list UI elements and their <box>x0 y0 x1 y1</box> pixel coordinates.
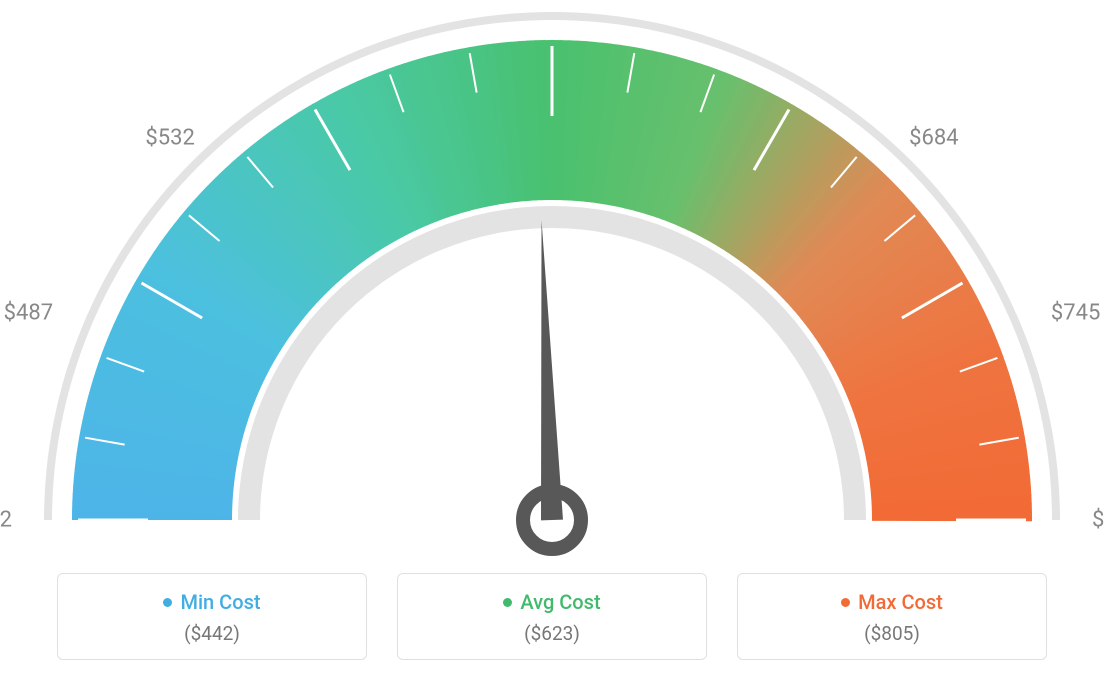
gauge-svg <box>0 0 1104 560</box>
legend-dot-avg <box>503 598 512 607</box>
legend-row: Min Cost ($442) Avg Cost ($623) Max Cost… <box>57 573 1047 660</box>
legend-title-text-min: Min Cost <box>180 590 260 614</box>
gauge-tick-label: $684 <box>909 126 958 151</box>
legend-dot-max <box>841 598 850 607</box>
legend-title-avg: Avg Cost <box>503 590 600 614</box>
legend-title-min: Min Cost <box>163 590 260 614</box>
legend-value-max: ($805) <box>738 622 1046 645</box>
gauge-tick-label: $487 <box>4 301 53 326</box>
legend-card-max: Max Cost ($805) <box>737 573 1047 660</box>
legend-title-max: Max Cost <box>841 590 943 614</box>
legend-title-text-avg: Avg Cost <box>520 590 600 614</box>
legend-value-avg: ($623) <box>398 622 706 645</box>
gauge-tick-label: $745 <box>1051 301 1100 326</box>
gauge-tick-label: $532 <box>145 126 194 151</box>
gauge-tick-label: $805 <box>1092 508 1104 533</box>
gauge-tick-label: $442 <box>0 508 12 533</box>
legend-dot-min <box>163 598 172 607</box>
legend-title-text-max: Max Cost <box>858 590 943 614</box>
gauge-chart <box>0 0 1104 564</box>
legend-card-avg: Avg Cost ($623) <box>397 573 707 660</box>
legend-value-min: ($442) <box>58 622 366 645</box>
legend-card-min: Min Cost ($442) <box>57 573 367 660</box>
